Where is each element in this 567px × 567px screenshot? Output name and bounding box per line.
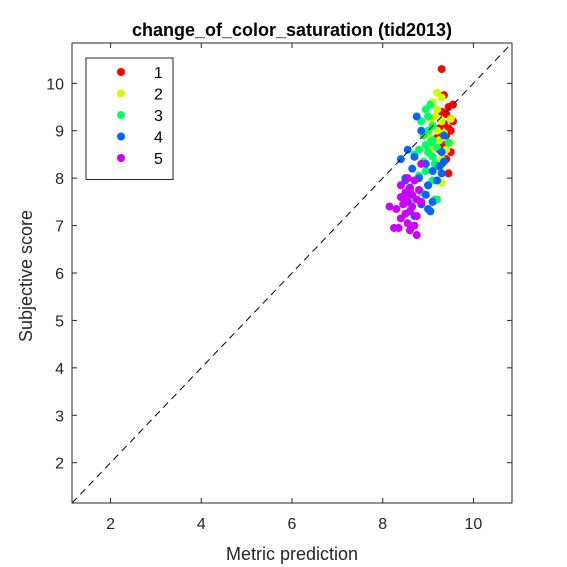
- legend-label: 5: [154, 151, 163, 168]
- data-point-series-4: [403, 145, 412, 154]
- data-points: [385, 65, 458, 240]
- data-point-series-4: [410, 152, 419, 161]
- data-point-series-2: [437, 117, 446, 126]
- identity-diagonal: [71, 42, 513, 504]
- y-axis-label: Subjective score: [16, 210, 36, 342]
- data-point-series-2: [433, 105, 442, 114]
- data-point-series-4: [437, 148, 446, 157]
- legend: 1 2 3 4 5: [85, 57, 174, 180]
- y-tick-label: 6: [55, 266, 64, 283]
- data-point-series-4: [408, 164, 417, 173]
- data-point-series-3: [428, 152, 437, 161]
- data-point-series-1: [444, 169, 453, 178]
- data-point-series-2: [446, 114, 455, 123]
- x-tick-label: 6: [288, 516, 297, 533]
- legend-marker: [117, 154, 125, 162]
- legend-marker: [117, 132, 125, 141]
- data-point-series-5: [417, 197, 426, 206]
- legend-label: 3: [154, 108, 163, 125]
- x-tick-label: 4: [197, 516, 206, 533]
- data-point-series-5: [403, 174, 412, 183]
- y-tick-label: 2: [55, 456, 64, 473]
- chart-title: change_of_color_saturation (tid2013): [132, 20, 452, 40]
- data-point-series-5: [417, 159, 426, 168]
- data-point-series-4: [424, 181, 433, 190]
- data-point-series-5: [403, 219, 412, 228]
- y-tick-label: 3: [55, 408, 64, 425]
- x-tick-label: 8: [378, 516, 387, 533]
- x-axis-label: Metric prediction: [226, 544, 358, 564]
- data-point-series-4: [439, 131, 448, 140]
- x-tick-label: 2: [106, 516, 115, 533]
- legend-label: 4: [154, 130, 163, 147]
- legend-label: 1: [154, 65, 163, 82]
- data-point-series-3: [421, 105, 430, 114]
- data-point-series-2: [437, 93, 446, 102]
- data-point-series-5: [399, 200, 408, 209]
- data-point-series-5: [396, 181, 405, 190]
- data-point-series-5: [405, 226, 414, 235]
- data-point-series-4: [426, 207, 435, 216]
- data-point-series-3: [421, 167, 430, 176]
- data-point-series-4: [421, 190, 430, 199]
- legend-label: 2: [154, 87, 163, 104]
- data-point-series-3: [424, 112, 433, 121]
- data-point-series-3: [426, 138, 435, 147]
- y-tick-label: 5: [55, 313, 64, 330]
- data-point-series-5: [396, 214, 405, 223]
- data-point-series-5: [412, 231, 421, 240]
- data-point-series-5: [415, 186, 424, 195]
- data-point-series-5: [412, 212, 421, 221]
- data-point-series-4: [428, 167, 437, 176]
- data-point-series-1: [437, 65, 446, 74]
- y-tick-label: 10: [46, 76, 64, 93]
- legend-marker: [117, 68, 125, 76]
- y-tick-label: 7: [55, 219, 64, 236]
- data-point-series-4: [417, 126, 426, 135]
- data-point-series-4: [428, 197, 437, 206]
- x-tick-label: 10: [465, 516, 483, 533]
- legend-marker: [117, 89, 125, 98]
- data-point-series-3: [444, 138, 453, 147]
- data-point-series-5: [390, 223, 399, 232]
- y-tick-label: 4: [55, 361, 64, 378]
- data-point-series-4: [433, 176, 442, 185]
- data-point-series-5: [392, 204, 401, 213]
- data-point-series-4: [437, 169, 446, 178]
- y-tick-label: 8: [55, 171, 64, 188]
- data-point-series-4: [412, 112, 421, 121]
- y-tick-label: 9: [55, 124, 64, 141]
- data-point-series-5: [385, 202, 394, 211]
- legend-marker: [117, 111, 125, 119]
- data-point-series-5: [410, 176, 419, 185]
- legend-box: [85, 57, 174, 180]
- data-point-series-5: [401, 193, 410, 202]
- axis-ticks: 2 4 6 8 10 2 3 4 5 6 7 8 9 10: [46, 43, 512, 533]
- data-point-series-4: [435, 162, 444, 171]
